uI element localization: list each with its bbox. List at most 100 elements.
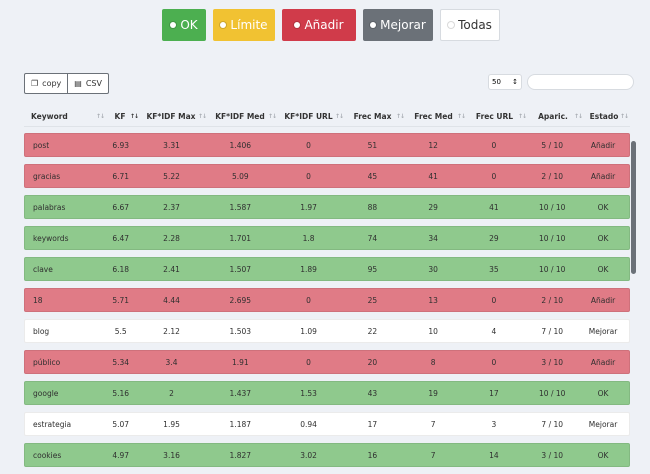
table-cell: 10 / 10 — [539, 388, 566, 398]
table-cell: 16 — [367, 450, 378, 460]
sort-icon: ↑↓ — [517, 112, 527, 120]
scrollbar-thumb[interactable] — [631, 141, 636, 274]
table-cell: 5.16 — [112, 388, 130, 398]
table-cell: palabras — [33, 202, 66, 212]
table-cell: 17 — [489, 388, 499, 398]
table-cell: Añadir — [590, 140, 616, 150]
filter-mejorar-button[interactable]: Mejorar — [363, 9, 433, 41]
table-cell: 0 — [491, 140, 497, 150]
table-cell: 14 — [489, 450, 499, 460]
table-row: estrategia 5.07 1.95 1.187 0.94 17 7 3 7 / 10 Mej… — [24, 412, 630, 436]
table-cell: 6.71 — [112, 171, 130, 181]
table-cell: 6.18 — [112, 264, 130, 274]
filter-ok-button[interactable]: OK — [162, 9, 206, 41]
select-arrows-icon: ↕ — [512, 78, 518, 86]
table-cell: 5 / 10 — [541, 140, 564, 150]
table-cell: 6.47 — [112, 233, 130, 243]
table-cell: 7 — [430, 450, 436, 460]
table-cell: público — [33, 357, 61, 367]
table-cell: 1.503 — [229, 326, 252, 336]
table-cell: 5.34 — [112, 357, 130, 367]
table-cell: 1.09 — [300, 326, 317, 336]
column-header-keyword[interactable]: Keyword ↑↓ — [31, 111, 105, 121]
column-header-kfidf-url[interactable]: KF*IDF URL ↑↓ — [284, 111, 344, 121]
column-header-frec-max[interactable]: Frec Max ↑↓ — [353, 111, 405, 121]
table-cell: estrategia — [33, 419, 72, 429]
table-cell: 1.53 — [300, 388, 317, 398]
table-header: Keyword ↑↓ KF ↑↓ KF*IDF Max ↑↓ KF*IDF Med ↑↓… — [24, 106, 630, 127]
table-row: gracias 6.71 5.22 5.09 0 45 41 0 2 / 10 Añadir — [24, 164, 630, 188]
table-cell: clave — [33, 264, 53, 274]
radio-dot-icon — [370, 22, 377, 28]
table-cell: 43 — [367, 388, 378, 398]
filter-anadir-label: Añadir — [304, 18, 344, 32]
column-header-kfidf-med[interactable]: KF*IDF Med ↑↓ — [215, 111, 277, 121]
table-cell: 2.12 — [163, 326, 180, 336]
table-cell: 41 — [489, 202, 499, 212]
table-cell: 4.44 — [163, 295, 180, 305]
filter-todas-button[interactable]: Todas — [440, 9, 500, 41]
table-cell: 3.16 — [163, 450, 180, 460]
table-cell: 19 — [428, 388, 438, 398]
table-cell: 1.97 — [300, 202, 317, 212]
radio-dot-icon — [448, 22, 455, 28]
status-filter-group: OK Límite Añadir Mejorar Todas — [162, 9, 500, 41]
filter-limite-button[interactable]: Límite — [213, 9, 275, 41]
table-cell: 1.89 — [300, 264, 317, 274]
page-size-select[interactable]: 50 ↕ — [488, 74, 522, 90]
table-cell: 2.695 — [229, 295, 252, 305]
column-header-kfidf-max[interactable]: KF*IDF Max ↑↓ — [146, 111, 208, 121]
table-cell: OK — [597, 388, 609, 398]
table-row: keywords 6.47 2.28 1.701 1.8 74 34 29 10 / 10 OK — [24, 226, 630, 250]
table-cell: Añadir — [590, 171, 616, 181]
filter-anadir-button[interactable]: Añadir — [282, 9, 356, 41]
table-cell: 4 — [491, 326, 497, 336]
table-cell: 3.31 — [163, 140, 180, 150]
table-row: palabras 6.67 2.37 1.587 1.97 88 29 41 10 / 10 OK — [24, 195, 630, 219]
table-cell: 1.437 — [229, 388, 252, 398]
radio-dot-icon — [294, 22, 301, 28]
sort-icon: ↑↓ — [619, 112, 629, 120]
table-cell: 5.07 — [112, 419, 130, 429]
column-header-aparic[interactable]: Aparic. ↑↓ — [538, 111, 583, 121]
table-cell: 3.4 — [165, 357, 178, 367]
table-cell: 1.507 — [229, 264, 252, 274]
table-cell: 2.41 — [163, 264, 180, 274]
csv-button[interactable]: ▤ CSV — [67, 74, 108, 93]
table-cell: post — [33, 140, 50, 150]
column-header-kf[interactable]: KF ↑↓ — [114, 111, 139, 121]
table-cell: OK — [597, 450, 609, 460]
table-cell: 1.701 — [229, 233, 252, 243]
table-cell: 35 — [489, 264, 499, 274]
sort-icon: ↑↓ — [95, 112, 105, 120]
table-cell: 1.95 — [163, 419, 180, 429]
table-cell: OK — [597, 264, 609, 274]
table-cell: 6.67 — [112, 202, 130, 212]
table-cell: 1.827 — [229, 450, 252, 460]
search-input[interactable] — [527, 74, 634, 90]
table-cell: 74 — [367, 233, 378, 243]
table-cell: 7 / 10 — [541, 326, 564, 336]
export-button-group: ❐ copy ▤ CSV — [24, 73, 109, 94]
table-cell: 30 — [428, 264, 438, 274]
table-body: post 6.93 3.31 1.406 0 51 12 0 5 / 10 Añadir graci… — [24, 133, 630, 474]
column-header-frec-med[interactable]: Frec Med ↑↓ — [414, 111, 466, 121]
table-cell: 3 / 10 — [541, 450, 564, 460]
table-cell: 41 — [428, 171, 438, 181]
table-cell: blog — [33, 326, 50, 336]
filter-limite-label: Límite — [230, 18, 268, 32]
copy-button[interactable]: ❐ copy — [25, 74, 67, 93]
column-header-estado[interactable]: Estado ↑↓ — [589, 111, 629, 121]
file-icon: ▤ — [74, 79, 82, 88]
sort-icon: ↑↓ — [197, 112, 207, 120]
table-cell: 2.37 — [163, 202, 180, 212]
table-cell: 1.587 — [229, 202, 252, 212]
column-header-frec-url[interactable]: Frec URL ↑↓ — [475, 111, 527, 121]
page-size-value: 50 — [492, 78, 501, 86]
radio-dot-icon — [220, 22, 227, 28]
table-cell: 29 — [428, 202, 438, 212]
table-cell: 10 — [428, 326, 438, 336]
table-cell: 10 / 10 — [539, 202, 566, 212]
copy-label: copy — [42, 79, 62, 88]
table-cell: 18 — [33, 295, 43, 305]
